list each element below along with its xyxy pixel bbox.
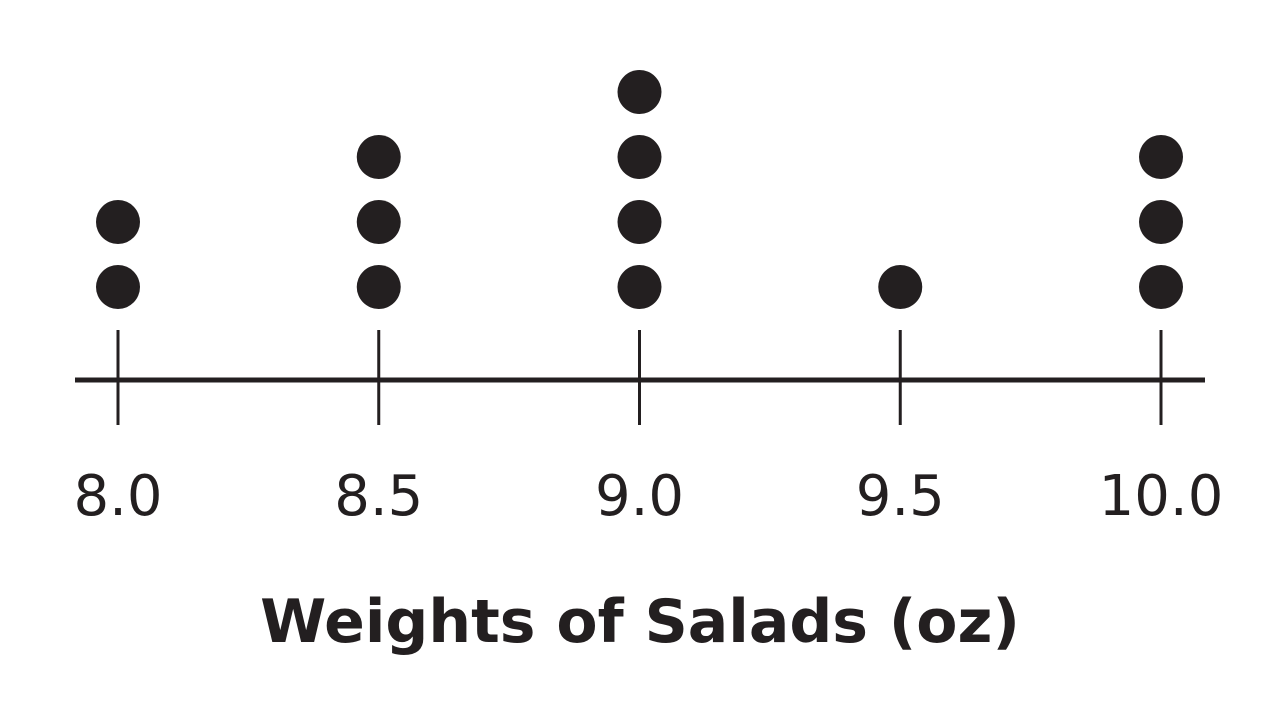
x-tick-label: 9.0 (595, 464, 684, 529)
x-axis-title: Weights of Salads (oz) (260, 587, 1020, 657)
data-dot (96, 200, 140, 244)
x-tick-label: 9.5 (856, 464, 945, 529)
data-dot (1139, 265, 1183, 309)
x-tick-label: 8.5 (334, 464, 423, 529)
x-axis-tick-labels: 8.0 8.5 9.0 9.5 10.0 (73, 464, 1223, 529)
data-dot (617, 135, 662, 179)
data-dot (878, 265, 923, 309)
data-dot (617, 200, 662, 244)
x-tick-label: 10.0 (1099, 464, 1224, 529)
data-dot (1139, 200, 1183, 244)
data-dot (356, 135, 401, 179)
data-dot (356, 265, 401, 309)
data-dots (96, 70, 1183, 309)
data-dot (617, 70, 662, 114)
x-axis-ticks (116, 330, 1163, 425)
x-tick-label: 8.0 (73, 464, 162, 529)
data-dot (1139, 135, 1183, 179)
data-dot (356, 200, 401, 244)
data-dot (96, 265, 140, 309)
data-dot (617, 265, 662, 309)
